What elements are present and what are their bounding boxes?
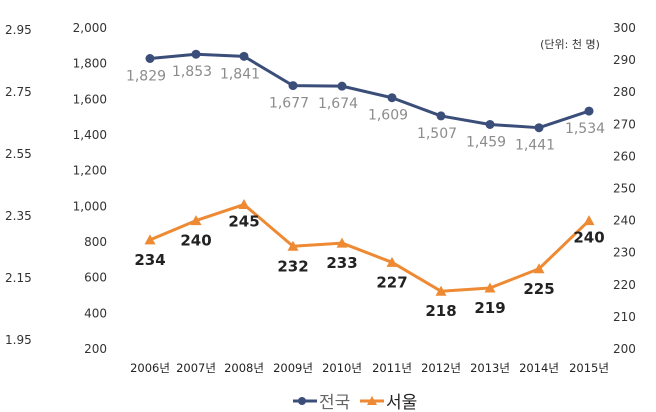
x-tick-label: 2008년: [224, 361, 264, 375]
unit-note: (단위: 천 명): [540, 37, 600, 51]
seoul-data-label: 218: [425, 302, 456, 320]
legend-national-marker: [298, 397, 306, 405]
national-data-label: 1,674: [318, 96, 358, 112]
right-tick-label: 300: [613, 21, 636, 35]
outer-left-tick-label: 2.75: [5, 85, 32, 99]
national-point: [239, 51, 249, 61]
right-tick-label: 270: [613, 117, 636, 131]
left-tick-label: 1,600: [73, 92, 107, 106]
left-tick-label: 600: [84, 271, 107, 285]
legend-national-label: 전국: [319, 393, 350, 412]
seoul-point: [484, 282, 496, 293]
right-tick-label: 210: [613, 310, 636, 324]
legend-seoul-marker: [367, 396, 377, 405]
right-tick-label: 290: [613, 53, 636, 67]
left-axis: 2,000 1,800 1,600 1,400 1,200 1,000 800 600 400 2…: [73, 21, 107, 356]
national-data-label: 1,841: [220, 66, 260, 82]
x-tick-label: 2012년: [421, 361, 461, 375]
outer-left-tick-label: 2.95: [5, 23, 32, 37]
left-tick-label: 1,800: [73, 57, 107, 71]
x-tick-label: 2009년: [273, 361, 313, 375]
x-tick-label: 2013년: [470, 361, 510, 375]
x-tick-label: 2010년: [322, 361, 362, 375]
national-point: [145, 53, 155, 63]
outer-left-tick-label: 1.95: [5, 333, 32, 347]
left-tick-label: 1,200: [73, 164, 107, 178]
legend-seoul-label: 서울: [386, 393, 417, 412]
national-data-label: 1,534: [565, 121, 605, 137]
national-data-label: 1,829: [126, 68, 166, 84]
national-point: [387, 93, 397, 103]
legend: 전국 서울: [293, 393, 417, 412]
left-tick-label: 1,000: [73, 199, 107, 213]
national-data-label: 1,677: [269, 96, 309, 112]
left-tick-label: 1,400: [73, 128, 107, 142]
seoul-point: [583, 215, 595, 226]
left-tick-label: 200: [84, 342, 107, 356]
seoul-point: [238, 199, 250, 210]
right-tick-label: 200: [613, 342, 636, 356]
right-tick-label: 220: [613, 278, 636, 292]
x-tick-label: 2015년: [569, 361, 609, 375]
left-tick-label: 2,000: [73, 21, 107, 35]
national-point: [436, 111, 446, 121]
seoul-point: [386, 256, 398, 267]
outer-left-tick-label: 2.15: [5, 271, 32, 285]
right-axis: 300 290 280 270 260 250 240 230 220 210 200: [613, 21, 636, 356]
outer-left-tick-label: 2.55: [5, 147, 32, 161]
seoul-data-label: 240: [180, 232, 211, 250]
x-axis: 2006년 2007년 2008년 2009년 2010년 2011년 2012년 2013년…: [130, 361, 609, 375]
seoul-data-label: 234: [134, 251, 165, 269]
national-point: [191, 49, 201, 59]
seoul-data-label: 240: [573, 229, 604, 247]
left-tick-label: 800: [84, 235, 107, 249]
national-data-label: 1,507: [417, 126, 457, 142]
seoul-data-label: 225: [523, 280, 554, 298]
national-point: [337, 81, 347, 91]
series-seoul-line: [149, 203, 591, 293]
x-tick-label: 2011년: [372, 361, 412, 375]
right-tick-label: 240: [613, 214, 636, 228]
seoul-data-label: 232: [277, 257, 308, 275]
x-tick-label: 2006년: [130, 361, 170, 375]
national-point: [534, 123, 544, 133]
seoul-point: [336, 237, 348, 248]
national-point: [584, 106, 594, 116]
national-data-label: 1,441: [515, 138, 555, 154]
right-tick-label: 230: [613, 246, 636, 260]
seoul-point: [190, 215, 202, 226]
national-data-label: 1,853: [172, 64, 212, 80]
national-data-label: 1,459: [466, 134, 506, 150]
series-national-line: [149, 52, 590, 130]
outer-left-axis: 2.95 2.75 2.55 2.35 2.15 1.95: [5, 23, 32, 347]
x-tick-label: 2014년: [519, 361, 559, 375]
seoul-data-label: 227: [376, 273, 407, 291]
series-layer: 1,829 1,853 1,841 1,677 1,674 1,609 1,507 1,459…: [126, 49, 605, 320]
left-tick-label: 400: [84, 306, 107, 320]
national-point: [485, 119, 495, 129]
right-tick-label: 280: [613, 85, 636, 99]
seoul-data-label: 245: [228, 213, 259, 231]
seoul-data-label: 219: [474, 299, 505, 317]
right-tick-label: 250: [613, 182, 636, 196]
seoul-point: [287, 240, 299, 251]
outer-left-tick-label: 2.35: [5, 209, 32, 223]
seoul-data-label: 233: [326, 254, 357, 272]
right-tick-label: 260: [613, 149, 636, 163]
seoul-point: [435, 285, 447, 296]
seoul-point: [533, 263, 545, 274]
seoul-point: [144, 234, 156, 245]
national-data-label: 1,609: [368, 108, 408, 124]
national-point: [288, 81, 298, 91]
x-tick-label: 2007년: [176, 361, 216, 375]
